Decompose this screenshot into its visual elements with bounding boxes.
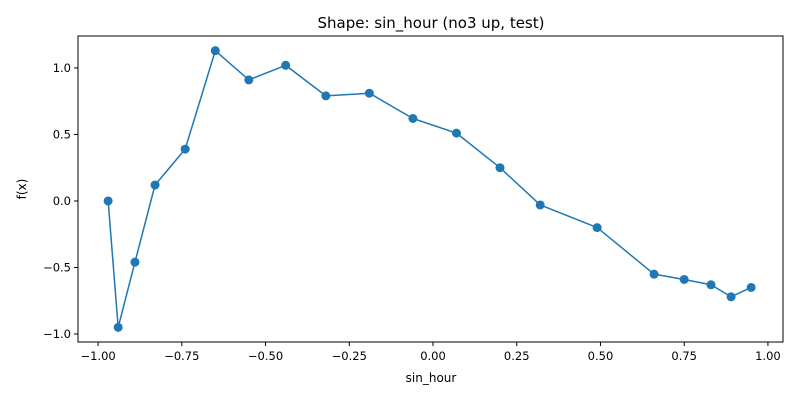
data-point bbox=[210, 46, 220, 56]
x-tick-label: 1.00 bbox=[755, 349, 781, 363]
data-point bbox=[746, 282, 756, 292]
series-line bbox=[107, 49, 752, 329]
data-point bbox=[364, 88, 374, 98]
plot-area bbox=[103, 46, 756, 332]
data-point bbox=[180, 144, 190, 154]
data-point bbox=[103, 196, 113, 206]
x-tick-label: −1.00 bbox=[80, 349, 115, 363]
x-tick-label: 0.50 bbox=[588, 349, 614, 363]
data-point bbox=[130, 257, 140, 267]
x-tick-label: −0.50 bbox=[248, 349, 283, 363]
data-point bbox=[495, 163, 505, 173]
data-point bbox=[150, 180, 160, 190]
x-tick-label: 0.00 bbox=[420, 349, 446, 363]
plot-frame bbox=[77, 35, 784, 343]
data-point bbox=[408, 113, 418, 123]
data-point bbox=[649, 269, 659, 279]
chart-title: Shape: sin_hour (no3 up, test) bbox=[318, 14, 545, 33]
x-tick-label: −0.25 bbox=[332, 349, 367, 363]
x-tick-label: −0.75 bbox=[164, 349, 199, 363]
y-tick-label: 0.5 bbox=[53, 127, 71, 141]
data-point bbox=[451, 128, 461, 138]
y-tick-label: 1.0 bbox=[53, 61, 71, 75]
x-tick-label: 0.75 bbox=[671, 349, 697, 363]
y-tick-label: 0.0 bbox=[53, 194, 71, 208]
data-point bbox=[679, 274, 689, 284]
data-point bbox=[113, 322, 123, 332]
x-axis-label: sin_hour bbox=[406, 371, 457, 385]
data-point bbox=[535, 200, 545, 210]
y-axis-label: f(x) bbox=[15, 179, 29, 200]
data-point bbox=[592, 223, 602, 233]
data-point bbox=[726, 292, 736, 302]
data-point bbox=[706, 280, 716, 290]
y-axis: −1.0 −0.5 0.0 0.5 1.0 bbox=[43, 61, 78, 341]
y-tick-label: −0.5 bbox=[43, 260, 71, 274]
x-axis: −1.00 −0.75 −0.50 −0.25 0.00 0.25 0.50 0.75 1.00 bbox=[80, 342, 781, 363]
data-point bbox=[244, 75, 254, 85]
x-tick-label: 0.25 bbox=[504, 349, 530, 363]
y-tick-label: −1.0 bbox=[43, 327, 71, 341]
data-point bbox=[321, 91, 331, 101]
data-point bbox=[281, 60, 291, 70]
